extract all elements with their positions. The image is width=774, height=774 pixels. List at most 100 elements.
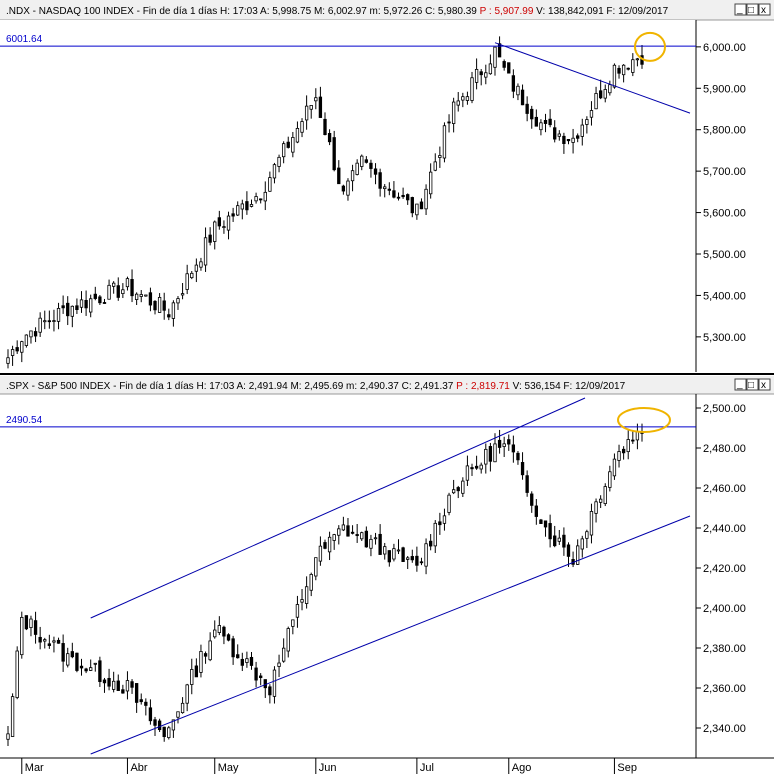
candle-body (369, 162, 373, 169)
candle-body (190, 669, 194, 685)
candle-body (626, 439, 630, 453)
header-field: m: 5,972.26 (367, 6, 423, 17)
candle-body (497, 439, 502, 448)
candle-body (254, 667, 258, 681)
candle-body (121, 289, 125, 294)
candle-body (107, 284, 111, 300)
candle-body (603, 89, 607, 99)
candle-body (585, 531, 589, 539)
candle-body (185, 273, 189, 290)
candle-body (424, 188, 428, 210)
candle-body (635, 431, 640, 441)
ndx-close-button[interactable] (758, 3, 771, 16)
spx-panel: .SPX - S&P 500 INDEX - Fin de día 1 días… (0, 376, 774, 758)
ndx-minimize-button[interactable] (734, 3, 747, 16)
spx-minimize-button[interactable] (734, 378, 747, 391)
candle-body (116, 680, 120, 691)
y-tick-label: 5,400.00 (703, 290, 746, 302)
candle-body (15, 650, 19, 698)
candle-body (139, 294, 143, 297)
candle-body (79, 299, 84, 308)
ndx-y-axis: 6,000.00 5,900.00 5,800.00 5,700.00 5,600.00… (696, 42, 746, 344)
candle-body (20, 341, 24, 353)
candle-body (392, 548, 396, 560)
candle-body (107, 677, 111, 687)
candle-body (56, 639, 61, 644)
candle-body (557, 133, 561, 137)
candle-body (534, 116, 538, 127)
y-tick-label: 5,500.00 (703, 249, 746, 261)
candle-body (20, 616, 24, 656)
candle-body (548, 118, 552, 126)
candle-body (461, 96, 465, 101)
channel-lower-line (90, 515, 691, 755)
candle-body (337, 167, 341, 185)
candle-body (167, 727, 171, 738)
x-tick-label: Abr (130, 762, 147, 774)
candle-body (516, 452, 520, 461)
candle-body (148, 292, 153, 306)
candle-body (461, 480, 465, 494)
candle-body (396, 549, 401, 552)
candle-body (589, 511, 594, 536)
spx-maximize-button[interactable] (746, 378, 759, 391)
candle-body (484, 448, 488, 465)
candle-body (222, 226, 226, 229)
candle-body (263, 191, 267, 202)
downtrend-line (494, 42, 691, 114)
candle-body (144, 294, 148, 297)
candle-body (332, 137, 336, 171)
candle-body (304, 586, 309, 604)
candle-body (171, 719, 176, 731)
candle-body (562, 135, 566, 144)
candle-body (66, 653, 70, 666)
spx-candles (6, 423, 644, 746)
header-field: F: 12/09/2017 (604, 6, 669, 17)
candle-body (520, 89, 525, 106)
candle-body (277, 662, 281, 667)
spx-close-button[interactable] (758, 378, 771, 391)
candle-body (286, 628, 290, 652)
candle-body (364, 530, 369, 548)
candle-body (309, 105, 313, 110)
svg-text:.SPX - S&P 500 INDEX - Fin de: .SPX - S&P 500 INDEX - Fin de día 1 días… (6, 381, 626, 392)
y-tick-label: 5,600.00 (703, 208, 746, 220)
ndx-window-buttons: _ □ x (734, 3, 771, 16)
y-tick-label: 2,440.00 (703, 523, 746, 535)
candle-body (24, 615, 29, 630)
y-tick-label: 5,800.00 (703, 125, 746, 137)
candle-body (249, 656, 254, 666)
candle-body (304, 105, 309, 121)
candle-body (309, 574, 313, 591)
candle-body (327, 536, 332, 553)
candle-body (456, 487, 460, 492)
header-field: M: 2,495.69 (288, 381, 344, 392)
candle-body (70, 651, 74, 658)
candle-body (341, 185, 346, 192)
candle-body (112, 680, 116, 690)
candle-body (272, 669, 277, 697)
candle-body (419, 561, 424, 564)
candle-body (488, 446, 493, 462)
spx-window-buttons: _ □ x (734, 378, 771, 391)
ndx-header-bar (0, 0, 774, 20)
candle-body (236, 205, 240, 216)
candle-body (350, 531, 355, 534)
candle-body (217, 217, 221, 227)
candle-body (180, 293, 185, 296)
candle-body (378, 533, 382, 555)
x-tick-label: Jun (319, 762, 337, 774)
candle-body (470, 77, 474, 101)
breakout-highlight (634, 31, 666, 62)
candle-body (6, 733, 10, 740)
candle-body (479, 464, 483, 470)
candle-body (451, 489, 456, 494)
candle-body (254, 196, 258, 202)
ndx-maximize-button[interactable] (746, 3, 759, 16)
spx-header-text: .SPX - S&P 500 INDEX - Fin de día 1 días… (6, 381, 626, 392)
candle-body (47, 643, 52, 646)
candle-body (378, 172, 382, 189)
candle-body (190, 272, 194, 279)
candle-body (576, 545, 580, 565)
